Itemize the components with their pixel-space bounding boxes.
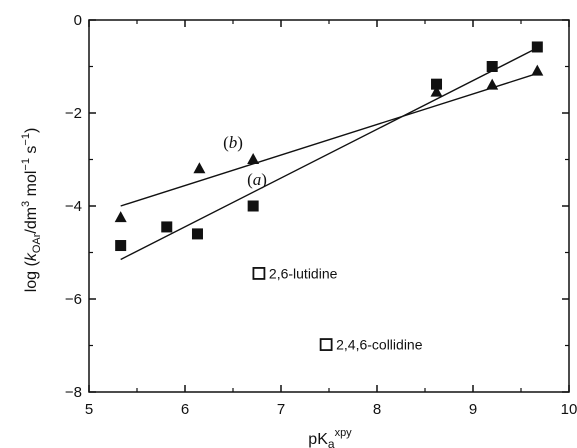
triangle-point [247,153,260,164]
x-tick-label: 8 [373,401,381,418]
square-point [191,228,203,240]
y-tick-label: −4 [65,198,82,215]
x-tick-label: 6 [181,401,189,418]
series-label-0: (a) [247,170,267,189]
series-label-1: (b) [223,133,243,152]
plot-frame [88,19,570,393]
annotation-label: 2,6-lutidine [269,265,338,281]
series-labels: (a)(b) [223,133,267,189]
square-point [486,61,498,72]
square-point [431,78,443,90]
square-point [531,41,543,53]
x-tick-label: 5 [85,401,93,418]
fit-lines [120,47,538,261]
annotations: 2,6-lutidine 2,4,6-collidine [252,265,423,353]
open-square-point [319,338,333,351]
open-square-point [252,267,266,280]
fit-line-0 [120,47,538,261]
triangle-point [193,162,206,174]
data-markers [114,41,544,252]
y-tick-label: −8 [65,384,82,401]
triangle-point [486,78,499,90]
fit-line-1 [120,72,538,207]
square-point [247,200,259,212]
axes: 5 6 7 8 9 10 −8 −6 −4 −2 0 [65,12,577,418]
y-tick-label: 0 [74,12,82,29]
triangle-point [114,211,127,223]
y-tick-label: −6 [65,291,82,308]
annotation-label: 2,4,6-collidine [336,337,423,353]
x-tick-label: 9 [469,401,477,418]
y-axis-title: log (kOAr/dm3 mol−1 s−1) [20,128,43,293]
x-tick-label: 10 [561,401,577,418]
y-tick-label: −2 [65,105,82,122]
x-tick-label: 7 [277,401,285,418]
triangle-point [430,85,443,97]
square-point [115,240,127,252]
x-axis-title: pKaxpy [308,427,352,448]
square-point [161,221,173,233]
triangle-point [531,64,544,76]
